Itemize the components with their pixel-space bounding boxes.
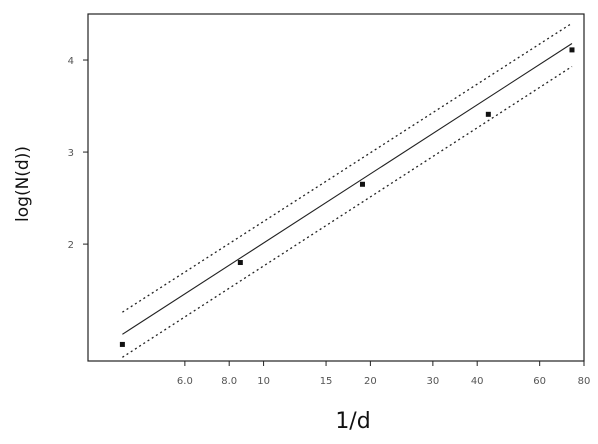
plot-area: [119, 22, 575, 358]
plot-frame: [87, 13, 585, 362]
x-tick-label: 20: [364, 376, 377, 387]
x-tick-label: 80: [578, 376, 591, 387]
x-tick-label: 15: [320, 376, 333, 387]
x-axis-title: 1/d: [335, 409, 370, 434]
x-axis: 6.0 8.0 10 15 20 30 40 60 80: [177, 361, 590, 387]
y-axis-title: log(N(d)): [13, 146, 33, 222]
x-tick-label: 6.0: [177, 376, 193, 387]
y-tick-label: 3: [68, 148, 74, 159]
data-point: [485, 111, 491, 117]
y-tick-label: 2: [68, 240, 74, 251]
data-point: [237, 260, 243, 266]
x-tick-label: 30: [426, 376, 439, 387]
data-point: [119, 341, 125, 347]
data-point: [569, 47, 575, 53]
lower-band: [122, 65, 573, 358]
fit-line: [122, 43, 573, 335]
upper-band: [122, 22, 573, 313]
x-tick-label: 8.0: [221, 376, 237, 387]
x-tick-label: 40: [471, 376, 484, 387]
x-tick-label: 10: [257, 376, 270, 387]
x-tick-label: 60: [533, 376, 546, 387]
y-tick-label: 4: [68, 56, 74, 67]
y-axis: 2 3 4: [68, 56, 88, 251]
data-point: [359, 181, 365, 187]
